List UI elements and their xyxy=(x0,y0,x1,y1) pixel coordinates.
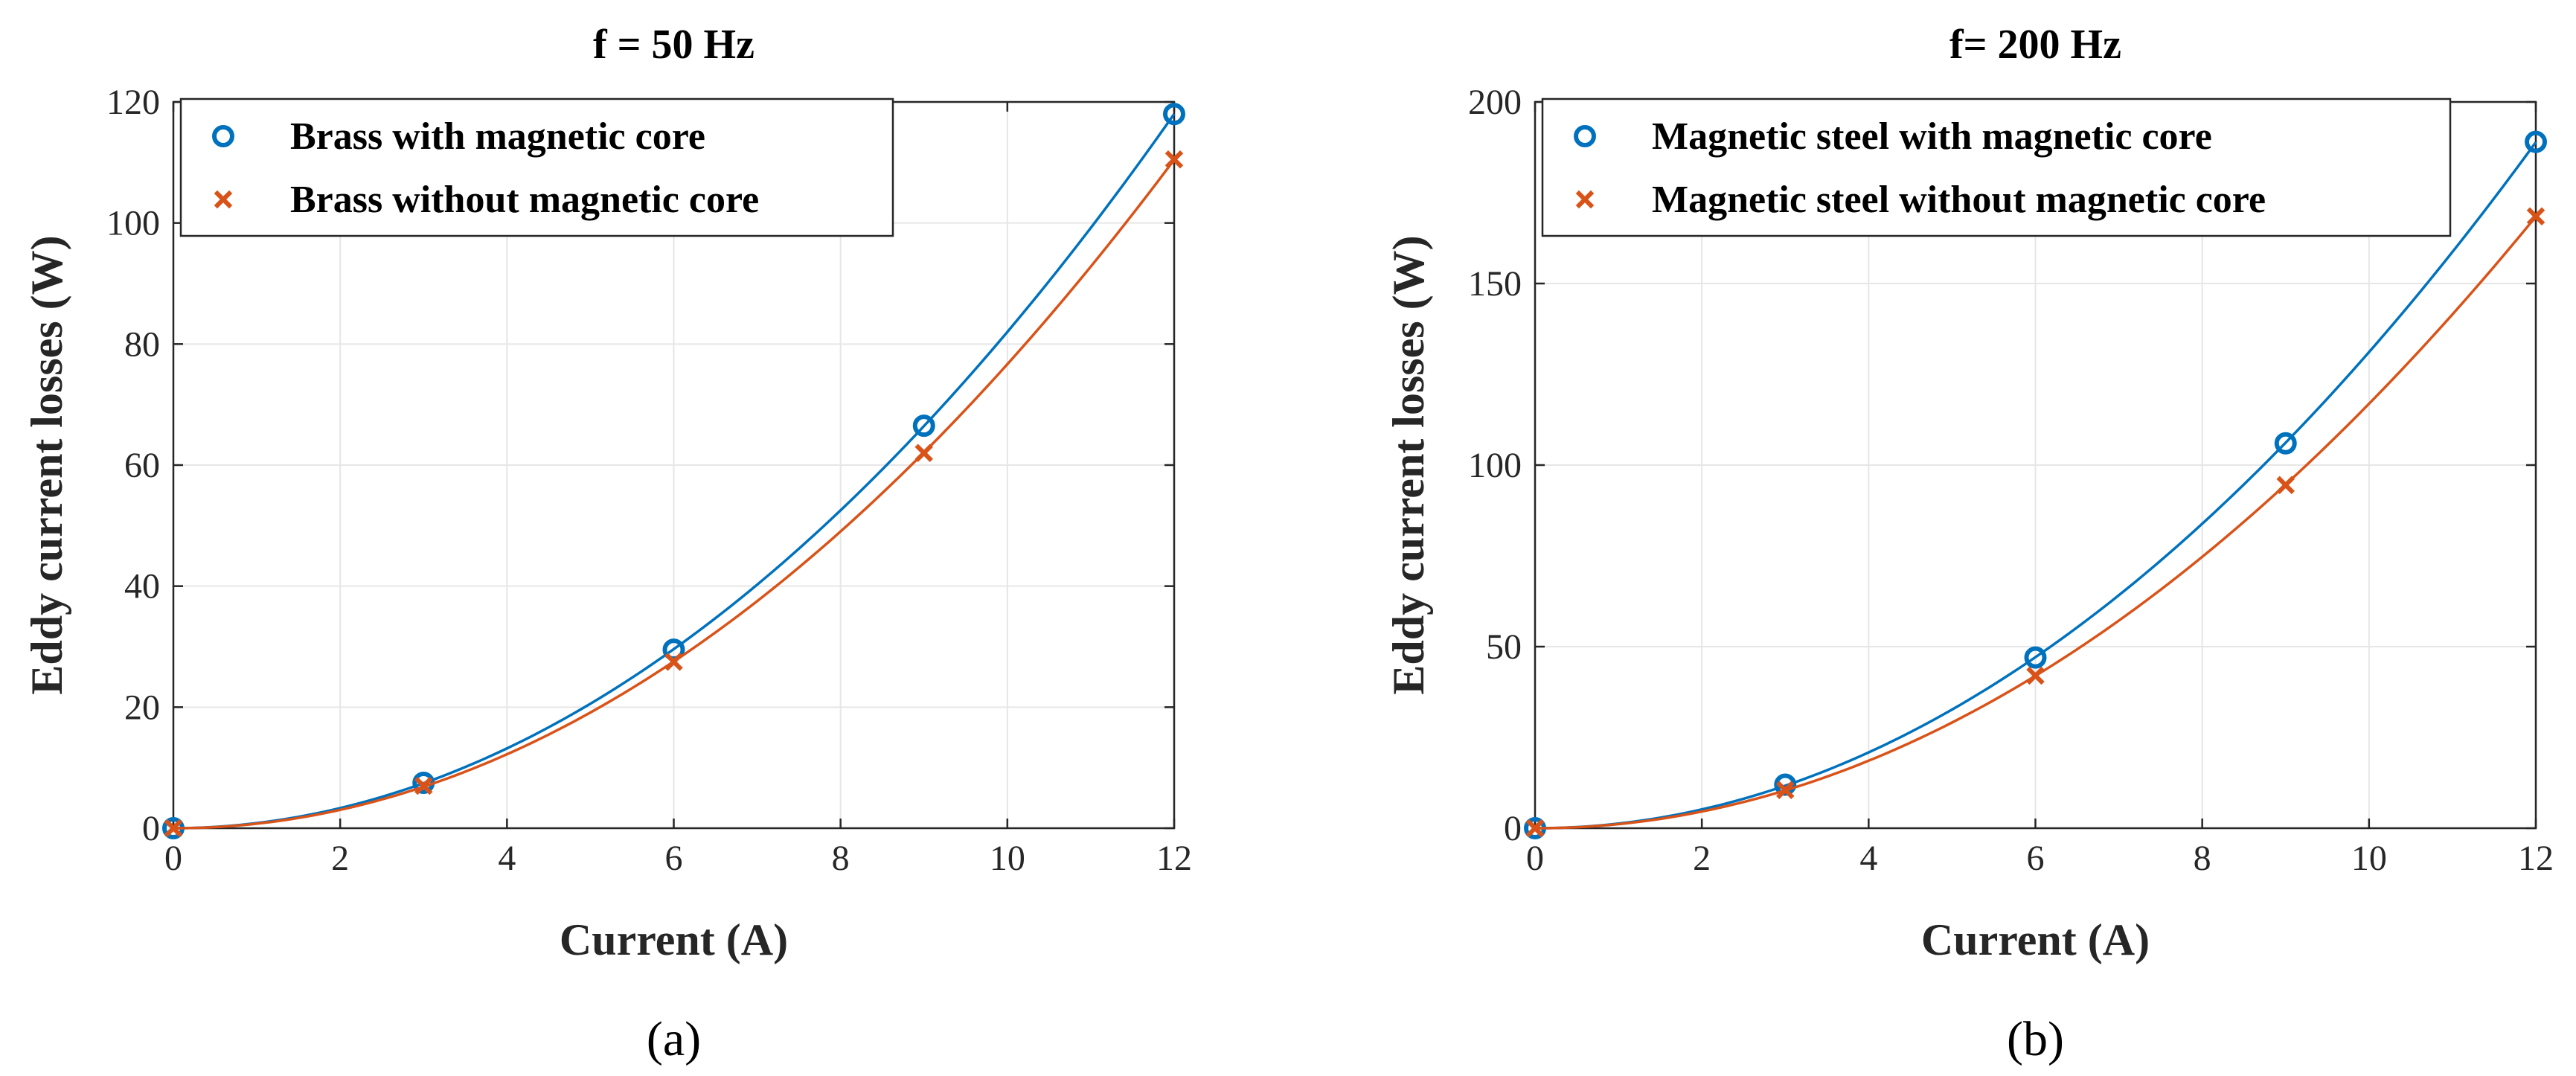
data-point-x xyxy=(164,819,183,838)
data-point-circle xyxy=(2525,130,2547,153)
data-point-circle xyxy=(1774,773,1797,796)
data-point-x xyxy=(664,653,683,671)
y-tick-label: 40 xyxy=(124,567,160,606)
chart-title: f= 200 Hz xyxy=(1949,22,2121,68)
y-axis-label: Eddy current losses (W) xyxy=(1384,235,1433,694)
y-axis-label: Eddy current losses (W) xyxy=(22,235,71,694)
x-tick-label: 2 xyxy=(1693,839,1711,878)
x-tick-label: 8 xyxy=(2194,839,2211,878)
y-tick-label: 100 xyxy=(1468,446,1522,485)
x-tick-label: 6 xyxy=(2027,839,2045,878)
y-tick-label: 80 xyxy=(124,324,160,364)
chart-panel-b: 0 2 4 6 8 10 12 0 50 100 150 200 f= 200 Hz Current (A… xyxy=(1384,22,2554,1066)
series-line-with-core xyxy=(173,113,1176,830)
data-point-circle xyxy=(2024,646,2047,669)
x-tick-label: 12 xyxy=(1156,839,1192,878)
y-tick-label: 60 xyxy=(124,446,160,485)
legend-marker-x xyxy=(1575,190,1595,209)
legend-marker-circle xyxy=(1574,125,1596,147)
data-point-x xyxy=(2276,475,2295,495)
y-tick-label: 0 xyxy=(142,809,160,848)
y-tick-label: 120 xyxy=(106,83,160,122)
y-tick-label: 50 xyxy=(1486,627,1522,667)
x-tick-label: 6 xyxy=(665,839,683,878)
data-point-x xyxy=(1164,150,1184,169)
data-point-x xyxy=(2026,666,2045,685)
data-point-circle xyxy=(1163,103,1185,126)
y-tick-label: 200 xyxy=(1468,83,1522,122)
data-point-circle xyxy=(2274,432,2297,455)
data-point-x xyxy=(914,443,933,462)
legend-label: Brass with magnetic core xyxy=(290,115,705,158)
legend-label: Brass without magnetic core xyxy=(290,179,759,221)
y-tick-label: 150 xyxy=(1468,264,1522,304)
legend-label: Magnetic steel without magnetic core xyxy=(1652,179,2266,221)
panel-caption: (a) xyxy=(647,1012,701,1066)
y-tick-label: 0 xyxy=(1504,809,1522,848)
y-tick-label: 100 xyxy=(106,204,160,243)
x-tick-label: 4 xyxy=(498,839,516,878)
x-tick-label: 4 xyxy=(1859,839,1877,878)
data-point-x xyxy=(1776,781,1795,800)
data-point-x xyxy=(2526,207,2545,225)
data-point-x xyxy=(414,776,433,795)
panel-caption: (b) xyxy=(2007,1012,2064,1066)
legend-box xyxy=(1541,97,2452,237)
legend-box xyxy=(179,97,894,237)
x-tick-label: 10 xyxy=(990,839,1025,878)
x-tick-label: 12 xyxy=(2518,839,2554,878)
x-axis-label: Current (A) xyxy=(560,915,788,964)
legend-marker-x xyxy=(214,190,233,209)
data-point-circle xyxy=(912,414,935,438)
x-tick-label: 2 xyxy=(331,839,349,878)
series-line-with-core xyxy=(1534,141,2537,830)
y-tick-label: 20 xyxy=(124,688,160,727)
chart-title: f = 50 Hz xyxy=(593,22,754,68)
x-tick-label: 8 xyxy=(832,839,850,878)
x-tick-label: 10 xyxy=(2351,839,2387,878)
legend-label: Magnetic steel with magnetic core xyxy=(1652,115,2212,158)
data-point-x xyxy=(1525,819,1545,838)
x-tick-label: 0 xyxy=(164,839,182,878)
legend-marker-circle xyxy=(212,125,234,147)
data-point-circle xyxy=(662,638,685,662)
x-tick-label: 0 xyxy=(1526,839,1544,878)
x-axis-label: Current (A) xyxy=(1921,915,2150,964)
